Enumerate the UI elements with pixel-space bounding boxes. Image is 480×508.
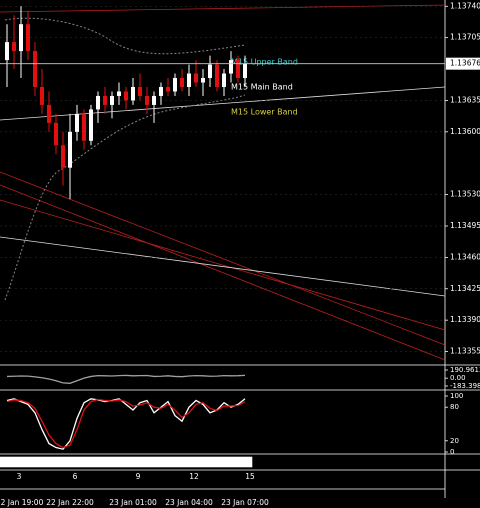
candle-body <box>152 95 156 105</box>
candle-body <box>222 73 226 87</box>
trend-line <box>0 171 446 346</box>
candle-body <box>180 78 184 87</box>
candle-body <box>145 95 149 105</box>
candle-body <box>166 86 170 92</box>
candle-body <box>68 131 72 168</box>
y-tick-label: 1.13740 <box>450 1 480 10</box>
annotation: M15 Main Band <box>231 83 293 92</box>
y-tick-label: 100 <box>450 392 463 400</box>
y-tick-label: 1.13705 <box>450 33 480 42</box>
y-tick-label: 20 <box>450 437 459 445</box>
x-tick-label: 2 Jan 19:00 <box>1 498 44 507</box>
candle-body <box>12 42 16 52</box>
candle-body <box>75 113 79 132</box>
candle-body <box>117 91 121 96</box>
y-tick-label: 1.13600 <box>450 127 480 136</box>
candle-body <box>173 78 177 92</box>
bottom-blocks <box>0 456 253 468</box>
trend-line <box>0 199 446 331</box>
candle-body <box>26 24 30 52</box>
indicator-line <box>6 374 246 384</box>
candle-body <box>5 42 9 61</box>
candle-body <box>89 109 93 141</box>
y-tick-label: 1.13635 <box>450 95 480 104</box>
candle-body <box>187 73 191 87</box>
candle-body <box>236 60 240 79</box>
current-price-label: 1.13676 <box>450 59 480 68</box>
trend-line <box>0 184 446 361</box>
candle-body <box>208 64 212 79</box>
candle-body <box>40 86 44 105</box>
y-tick-label: 0.00 <box>450 374 466 382</box>
candle-body <box>47 104 51 123</box>
y-tick-label: 190.9613 <box>450 366 480 374</box>
candle-body <box>229 60 233 74</box>
y-tick-label: 1.13355 <box>450 347 480 356</box>
candle-body <box>124 91 128 101</box>
y-tick-label: -183.3988 <box>450 382 480 390</box>
y-tick-label: 1.13495 <box>450 221 480 230</box>
candle-body <box>215 64 219 87</box>
x-tick-label: 23 Jan 01:00 <box>109 498 157 507</box>
candle-body <box>19 24 23 52</box>
hour-label: 6 <box>73 472 78 481</box>
candle-body <box>159 86 163 96</box>
y-tick-label: 1.13530 <box>450 190 480 199</box>
candle-body <box>194 73 198 83</box>
candle-body <box>138 86 142 96</box>
hour-label: 3 <box>17 472 22 481</box>
candle-body <box>103 95 107 105</box>
x-tick-label: 23 Jan 07:00 <box>221 498 269 507</box>
current-price-box <box>446 57 480 70</box>
hour-label: 12 <box>189 472 199 481</box>
candle-body <box>54 122 58 146</box>
y-tick-label: 80 <box>450 403 459 411</box>
candle-body <box>110 95 114 105</box>
x-tick-label: 22 Jan 22:00 <box>46 498 94 507</box>
y-tick-label: 1.13425 <box>450 284 480 293</box>
trend-line <box>0 236 446 297</box>
candle-body <box>243 63 247 79</box>
trend-line <box>0 86 446 121</box>
annotation: M15 Lower Band <box>231 108 298 117</box>
candle-body <box>82 113 86 141</box>
band-line <box>4 94 246 301</box>
candle-body <box>201 78 205 83</box>
indicator-line <box>6 398 246 450</box>
candle-body <box>131 86 135 101</box>
annotation: M15 Upper Band <box>231 58 298 67</box>
x-tick-label: 23 Jan 04:00 <box>165 498 213 507</box>
y-tick-label: 0 <box>450 448 454 456</box>
candle-body <box>61 145 65 168</box>
candle-body <box>33 51 37 87</box>
indicator-line <box>6 398 246 449</box>
hour-label: 15 <box>245 472 255 481</box>
band-line <box>4 17 246 55</box>
y-tick-label: 1.13390 <box>450 315 480 324</box>
hour-label: 9 <box>136 472 141 481</box>
block-bar <box>0 456 253 468</box>
y-tick-label: 1.13460 <box>450 252 480 261</box>
candle-body <box>96 95 100 110</box>
